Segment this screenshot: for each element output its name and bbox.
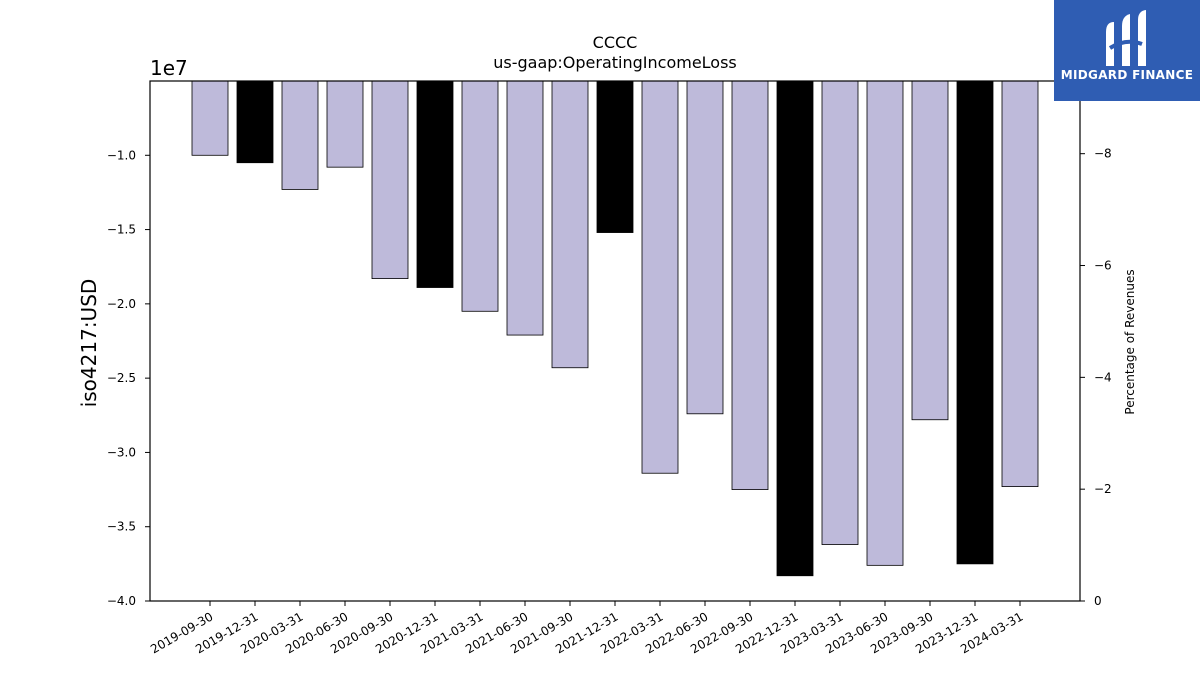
right-y-tick-label: −2 (1094, 482, 1112, 496)
logo-text: MIDGARD FINANCE (1060, 68, 1194, 82)
bar-2023-03-31 (821, 80, 859, 545)
bar-2022-12-31 (776, 80, 814, 577)
bar-2022-06-30 (686, 80, 724, 415)
right-y-tick-label: −4 (1094, 370, 1112, 384)
bar-2023-12-31 (956, 80, 994, 565)
bar-2022-09-30 (731, 80, 769, 490)
bar-2019-12-31 (236, 80, 274, 164)
bar-2023-06-30 (866, 80, 904, 566)
y-tick-label: −4.0 (107, 594, 136, 608)
bar-2020-03-31 (281, 80, 319, 190)
bar-2020-12-31 (416, 80, 454, 288)
bar-2021-12-31 (596, 80, 634, 233)
bar-2022-03-31 (641, 80, 679, 474)
chart-title: CCCC (593, 33, 638, 52)
right-y-tick-label: −8 (1094, 147, 1112, 161)
right-y-tick-label: 0 (1094, 594, 1102, 608)
bar-2021-03-31 (461, 80, 499, 312)
bar-2021-09-30 (551, 80, 589, 369)
logo-mark-icon (1106, 10, 1146, 66)
y-tick-label: −3.0 (107, 445, 136, 459)
bar-2019-09-30 (191, 80, 229, 156)
bar-2020-09-30 (371, 80, 409, 280)
right-y-axis-label: Percentage of Revenues (1123, 269, 1137, 414)
plot-frame (149, 80, 1081, 602)
y-exponent-label: 1e7 (150, 56, 188, 80)
y-axis-label: iso4217:USD (77, 279, 101, 408)
bar-2021-06-30 (506, 80, 544, 336)
y-tick-label: −1.5 (107, 223, 136, 237)
right-y-tick-label: −6 (1094, 259, 1112, 273)
bar-2023-09-30 (911, 80, 949, 421)
bars-group (191, 80, 1039, 577)
chart-subtitle: us-gaap:OperatingIncomeLoss (493, 53, 737, 72)
bar-2020-06-30 (326, 80, 364, 168)
y-tick-label: −3.5 (107, 520, 136, 534)
y-tick-label: −1.0 (107, 148, 136, 162)
y-tick-label: −2.5 (107, 371, 136, 385)
bar-2024-03-31 (1001, 80, 1039, 488)
brand-logo: MIDGARD FINANCE (1054, 0, 1200, 101)
y-tick-label: −2.0 (107, 297, 136, 311)
